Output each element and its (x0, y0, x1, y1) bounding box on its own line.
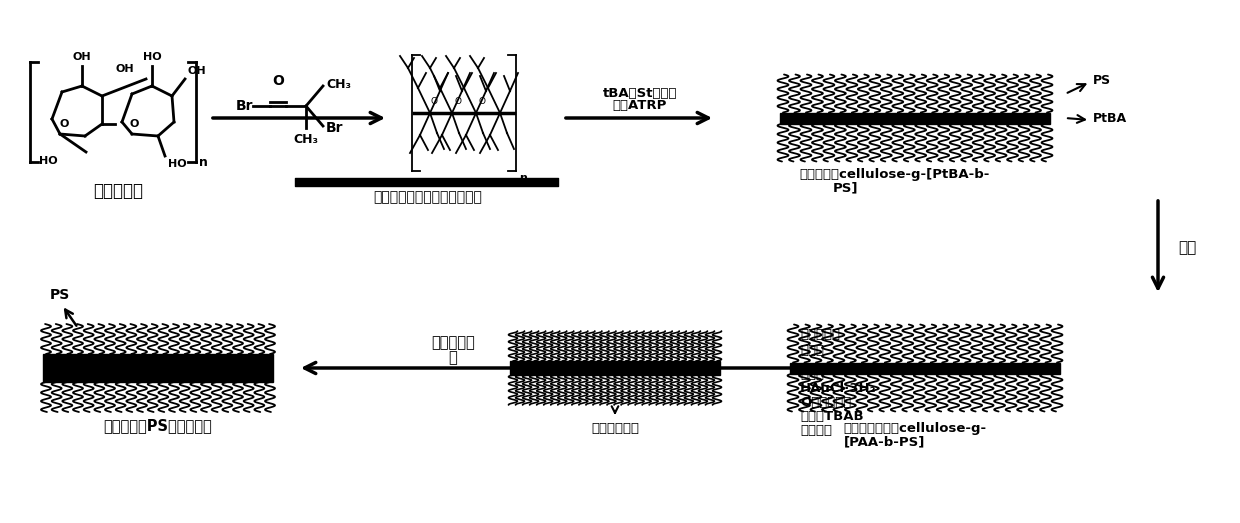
Text: O: O (60, 119, 68, 129)
Text: 前驱体化合物: 前驱体化合物 (591, 422, 639, 435)
Text: 刷状模板共聚物cellulose-g-: 刷状模板共聚物cellulose-g- (843, 422, 987, 435)
Text: tBA和St二单体: tBA和St二单体 (603, 87, 677, 100)
Text: PS: PS (1092, 74, 1111, 86)
Text: 合物，TBAB: 合物，TBAB (800, 410, 863, 423)
Text: PtBA: PtBA (1092, 111, 1127, 124)
Text: [PAA-b-PS]: [PAA-b-PS] (844, 435, 926, 448)
Text: Br: Br (236, 99, 253, 113)
Text: 氯金酸: 氯金酸 (800, 368, 825, 381)
Text: 加入前驱体: 加入前驱体 (800, 328, 839, 341)
Bar (780, 112, 1050, 123)
Text: PS: PS (50, 288, 71, 302)
Text: O: O (129, 119, 139, 129)
Bar (790, 362, 1060, 373)
Text: n: n (198, 155, 208, 168)
Text: 为还原剂: 为还原剂 (800, 424, 832, 437)
Text: 长: 长 (449, 350, 458, 365)
Text: O: O (479, 97, 486, 106)
Text: 刷状共聚物cellulose-g-[PtBA-b-: 刷状共聚物cellulose-g-[PtBA-b- (800, 168, 991, 181)
Text: HO: HO (38, 156, 57, 166)
Text: n: n (520, 173, 527, 183)
Text: HO: HO (167, 159, 187, 169)
Text: HO: HO (143, 52, 161, 62)
Bar (510, 361, 720, 375)
Text: PS]: PS] (832, 181, 858, 194)
Text: 化合物: 化合物 (800, 344, 825, 357)
Text: CH₃: CH₃ (294, 133, 319, 146)
Text: O: O (455, 97, 461, 106)
Text: 水解: 水解 (1178, 241, 1197, 256)
Text: OH: OH (115, 64, 134, 74)
Text: HAuCl·3H₂: HAuCl·3H₂ (800, 382, 877, 395)
Text: OH: OH (188, 66, 207, 76)
Text: OH: OH (73, 52, 92, 62)
Text: 表面覆盖有PS的金纳米棒: 表面覆盖有PS的金纳米棒 (104, 418, 212, 433)
Text: CH₃: CH₃ (326, 77, 351, 90)
Text: O: O (272, 74, 284, 88)
Text: 纤维素分子: 纤维素分子 (93, 182, 143, 200)
Text: O为前驱体化: O为前驱体化 (800, 396, 851, 409)
Text: Br: Br (326, 121, 343, 135)
Text: O: O (430, 97, 438, 106)
Text: 连续ATRP: 连续ATRP (613, 99, 667, 112)
Text: 原位晶体生: 原位晶体生 (432, 335, 475, 350)
Bar (43, 354, 273, 382)
Text: 纤维素大分子基大分子引发剂: 纤维素大分子基大分子引发剂 (373, 190, 482, 204)
